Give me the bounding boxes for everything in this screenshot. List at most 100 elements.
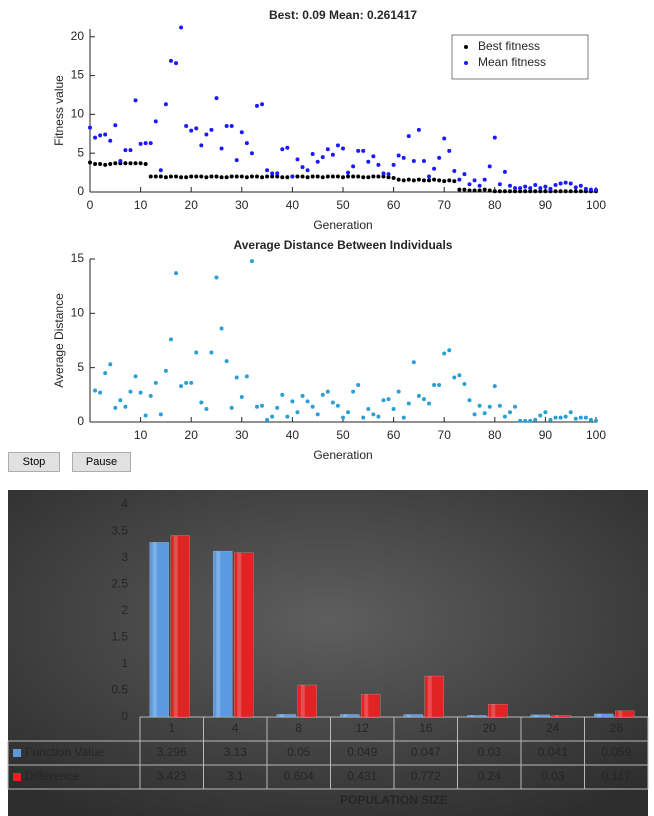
data-point [305,399,310,404]
bar-highlight [470,715,475,717]
data-point [563,414,568,419]
data-point [118,398,123,403]
data-point [189,380,194,385]
data-point [492,189,497,194]
legend-label: Function Value [25,745,104,759]
bar [361,693,381,718]
bar-highlight [279,714,284,717]
bar [551,715,571,718]
data-point [462,172,467,177]
data-point [214,275,219,280]
data-point [538,189,543,194]
table-cell: 0.059 [601,745,631,759]
data-point [538,413,543,418]
y-tick-label: 2 [121,603,128,617]
data-point [482,187,487,192]
data-point [371,174,376,179]
data-point [163,368,168,373]
data-point [184,380,189,385]
data-point [513,189,518,194]
data-point [295,174,300,179]
bar [340,714,360,718]
data-point [548,186,553,191]
data-point [341,146,345,151]
data-point [442,351,447,356]
data-point [254,404,259,409]
data-point [447,148,452,153]
category-label: 24 [546,721,560,735]
data-point [477,403,482,408]
legend-label: Difference [25,769,80,783]
data-point [416,177,421,182]
x-tick-label: 80 [488,198,502,212]
data-point [310,174,315,179]
data-point [432,383,437,388]
data-point [310,404,315,409]
data-point [361,148,366,153]
data-point [209,127,214,132]
data-point [275,174,280,179]
data-point [396,177,401,182]
data-point [442,179,447,184]
data-point [315,159,320,164]
data-point [351,164,356,169]
y-tick-label: 15 [71,251,85,265]
data-point [214,96,219,101]
data-point [416,393,421,398]
data-point [523,184,528,189]
data-point [249,151,254,156]
y-tick-label: 0 [77,414,84,428]
data-point [507,410,512,415]
bar [297,684,317,718]
bar-highlight [173,535,178,717]
x-axis-label: Generation [313,218,372,232]
data-point [594,187,598,192]
legend-marker [464,45,468,49]
data-point [472,412,477,417]
y-tick-label: 5 [77,360,84,374]
data-point [249,259,254,264]
data-point [280,147,285,152]
data-point [406,401,411,406]
data-point [467,182,472,187]
data-point [199,174,204,179]
data-point [128,148,133,153]
x-axis-label: Generation [313,448,372,462]
data-point [199,143,204,148]
data-point [265,168,270,173]
data-point [452,375,457,380]
data-point [346,170,351,175]
data-point [432,166,437,171]
bar-highlight [427,676,432,717]
table-cell: 3.423 [157,769,187,783]
stop-button[interactable]: Stop [8,452,60,472]
data-point [305,168,310,173]
data-point [507,183,512,188]
x-tick-label: 60 [387,428,401,442]
x-tick-label: 100 [586,428,606,442]
pause-button[interactable]: Pause [72,452,131,472]
data-point [452,179,457,184]
table-cell: 3.13 [224,745,248,759]
data-point [558,415,563,420]
y-tick-label: 1.5 [111,630,128,644]
data-point [447,178,452,183]
data-point [239,130,244,135]
data-point [244,175,249,180]
x-tick-label: 20 [185,428,199,442]
data-point [93,162,98,167]
data-point [199,400,204,405]
y-tick-label: 0 [77,184,84,198]
chart-title: Average Distance Between Individuals [234,238,453,252]
data-point [148,393,153,398]
data-point [325,147,330,152]
data-point [396,153,401,158]
data-point [356,383,361,388]
x-tick-label: 30 [235,428,249,442]
data-point [543,189,548,194]
data-point [583,415,588,420]
data-point [330,152,335,157]
data-point [518,418,523,423]
bar [424,675,444,718]
